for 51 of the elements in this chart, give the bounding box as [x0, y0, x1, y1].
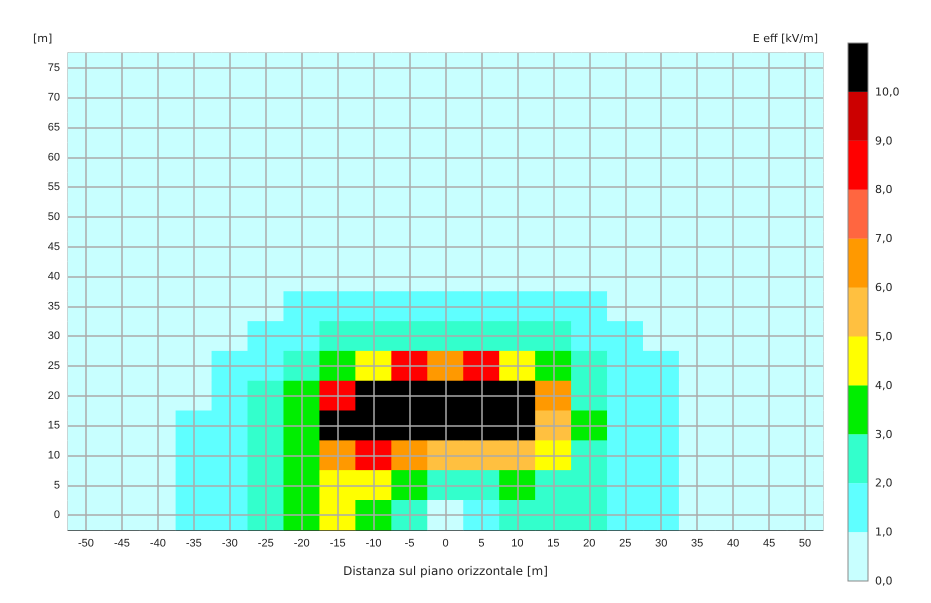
y-tick-label: 20 [48, 390, 60, 402]
x-tick-label: 10 [511, 538, 524, 550]
color-bar-label: 5,0 [875, 330, 892, 343]
y-tick-label: 40 [48, 270, 60, 283]
x-tick-label: 40 [726, 538, 740, 550]
color-bar-label: 9,0 [875, 134, 892, 148]
y-tick-label: 55 [48, 181, 60, 194]
x-axis-title: Distanza sul piano orizzontale [m] [343, 564, 548, 578]
x-tick-label: -45 [114, 538, 130, 550]
y-tick-label: 50 [48, 210, 60, 223]
x-tick-label: -50 [78, 538, 94, 550]
y-tick-label: 0 [54, 509, 60, 522]
y-tick-label: 15 [48, 420, 60, 432]
y-tick-label: 25 [48, 360, 60, 372]
color-bar-label: 8,0 [875, 183, 892, 196]
x-tick-label: 25 [619, 538, 632, 550]
y-tick-label: 65 [48, 122, 60, 134]
y-tick-label: 35 [48, 300, 60, 312]
color-bar-label: 6,0 [875, 281, 892, 294]
x-tick-label: -5 [404, 538, 414, 550]
color-bar-label: 7,0 [875, 232, 892, 246]
y-tick-label: 60 [48, 151, 60, 164]
color-bar-label: 3,0 [875, 428, 892, 441]
y-tick-label: 45 [48, 240, 60, 253]
x-tick-label: 15 [547, 538, 560, 550]
x-tick-label: -30 [222, 538, 238, 550]
x-tick-label: -15 [330, 538, 346, 550]
color-bar-label: 2,0 [875, 476, 892, 490]
color-bar-label: 10,0 [875, 85, 900, 98]
x-tick-label: 35 [691, 538, 704, 550]
x-tick-label: 45 [762, 538, 776, 550]
y-tick-label: 10 [48, 449, 60, 462]
color-bar-title: E eff [kV/m] [752, 32, 818, 45]
x-tick-label: 50 [798, 538, 812, 550]
x-tick-label: -35 [186, 538, 202, 550]
y-tick-label: 75 [48, 62, 60, 74]
y-axis-title: [m] [33, 32, 52, 45]
x-tick-label: 0 [442, 538, 449, 550]
y-tick-label: 5 [54, 479, 60, 492]
x-tick-label: -25 [258, 538, 274, 550]
color-bar-label: 4,0 [875, 378, 892, 392]
x-tick-label: -20 [294, 538, 310, 550]
x-tick-label: 30 [655, 538, 668, 550]
x-tick-label: -40 [150, 538, 166, 550]
x-tick-label: 20 [583, 538, 596, 550]
x-tick-label: 5 [478, 538, 485, 550]
x-tick-label: -10 [366, 538, 382, 550]
y-tick-label: 70 [48, 92, 60, 104]
y-tick-label: 30 [48, 330, 60, 342]
color-bar-label: 1,0 [875, 526, 892, 539]
color-bar-label: 0,0 [875, 574, 892, 588]
